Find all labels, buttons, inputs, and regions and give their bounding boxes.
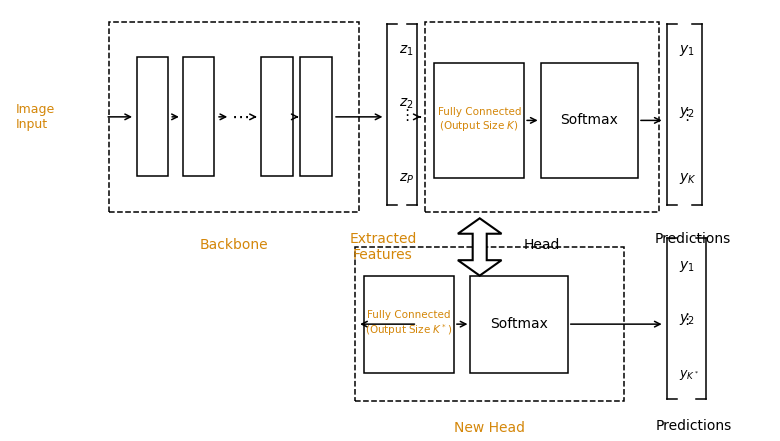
Bar [300, 57, 332, 176]
Text: Predictions: Predictions [654, 232, 730, 246]
Text: $\cdots$: $\cdots$ [231, 108, 250, 126]
Bar [355, 247, 624, 401]
Text: $y_2$: $y_2$ [679, 312, 694, 327]
Text: Softmax: Softmax [560, 113, 619, 127]
Text: Image
Input: Image Input [16, 103, 55, 131]
Bar [364, 276, 454, 373]
Text: $z_2$: $z_2$ [399, 97, 413, 111]
Text: $\vdots$: $\vdots$ [399, 107, 410, 123]
Text: Fully Connected
(Output Size $K$): Fully Connected (Output Size $K$) [438, 108, 521, 133]
Bar [541, 63, 638, 178]
Bar [109, 22, 359, 212]
Text: Predictions: Predictions [656, 419, 732, 433]
Text: $y_1$: $y_1$ [679, 43, 694, 58]
Text: Head: Head [524, 238, 560, 252]
Text: Extracted
Features: Extracted Features [349, 232, 417, 262]
Text: $\vdots$: $\vdots$ [679, 107, 690, 123]
Text: Softmax: Softmax [490, 317, 548, 331]
Bar [261, 57, 292, 176]
Bar [183, 57, 214, 176]
Text: New Head: New Head [454, 421, 525, 435]
Text: $y_2$: $y_2$ [679, 105, 694, 120]
Bar [470, 276, 568, 373]
Bar [425, 22, 659, 212]
Text: $\vdots$: $\vdots$ [679, 310, 690, 327]
Polygon shape [458, 218, 502, 276]
Text: $z_P$: $z_P$ [399, 172, 413, 186]
Text: $z_1$: $z_1$ [399, 44, 413, 58]
Bar [136, 57, 168, 176]
Text: Backbone: Backbone [200, 238, 268, 252]
Bar [434, 63, 524, 178]
Text: $y_K$: $y_K$ [679, 171, 697, 186]
Text: Fully Connected
(Output Size $K^*$): Fully Connected (Output Size $K^*$) [365, 310, 453, 338]
Text: $y_{K^*}$: $y_{K^*}$ [679, 368, 699, 382]
Text: $y_1$: $y_1$ [679, 259, 694, 274]
